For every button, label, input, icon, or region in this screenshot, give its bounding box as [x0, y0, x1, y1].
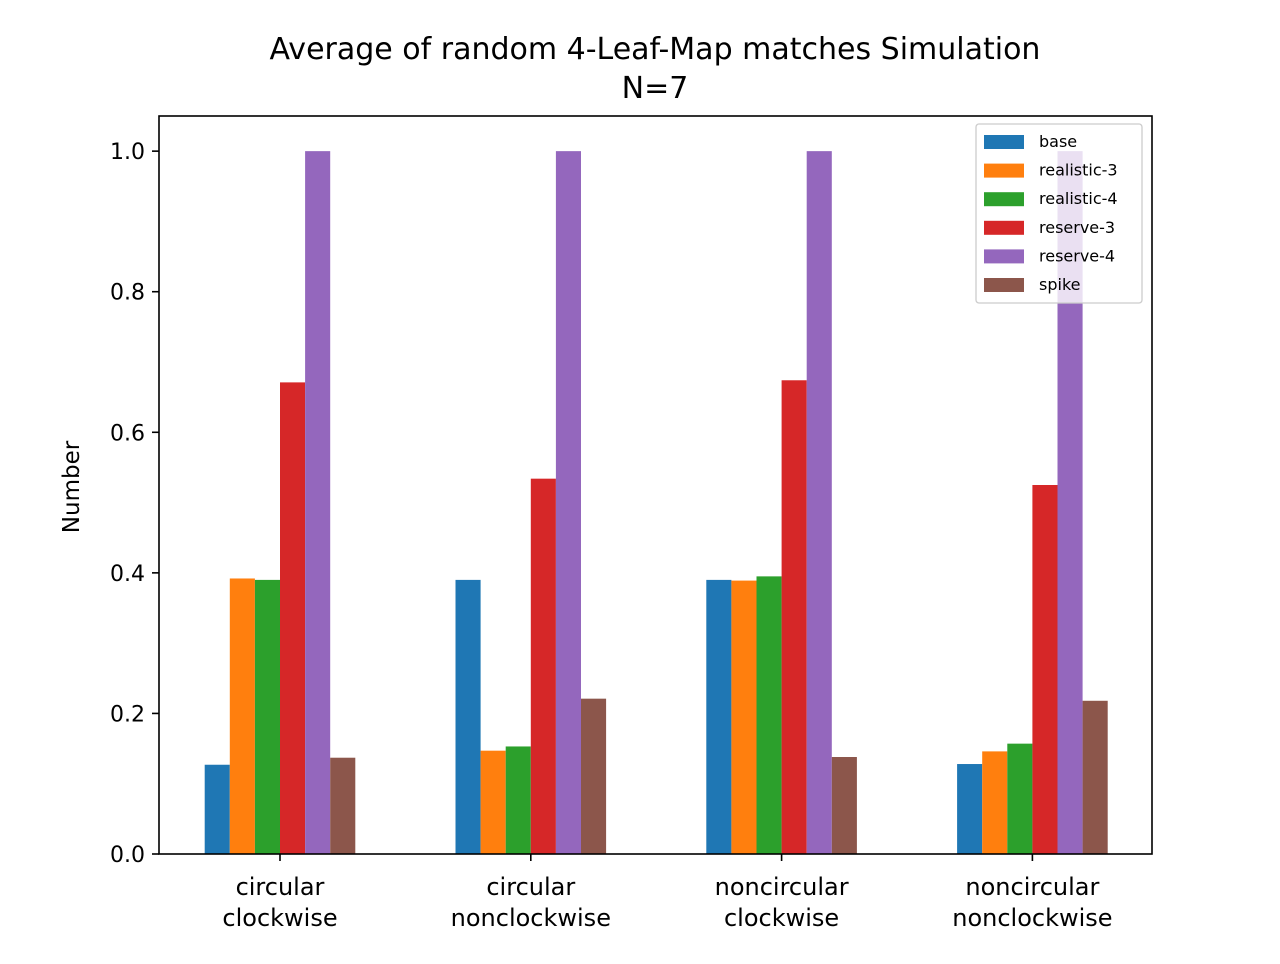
- y-tick-label: 0.8: [110, 281, 145, 306]
- x-tick-label: nonclockwise: [451, 904, 611, 932]
- legend-label-realistic-3: realistic-3: [1039, 161, 1118, 180]
- legend-label-reserve-3: reserve-3: [1039, 218, 1115, 237]
- legend-label-reserve-4: reserve-4: [1039, 246, 1115, 265]
- x-tick-label: nonclockwise: [952, 904, 1112, 932]
- x-tick-label: clockwise: [222, 904, 337, 932]
- bar-reserve-3-3: [1032, 485, 1058, 854]
- y-tick-label: 0.4: [110, 562, 145, 587]
- bar-reserve-3-0: [280, 382, 306, 854]
- y-tick-label: 0.0: [110, 843, 145, 868]
- y-tick-label: 0.2: [110, 702, 145, 727]
- plot-frame: [158, 115, 1153, 855]
- x-tick-label: noncircular: [965, 873, 1099, 901]
- legend-label-base: base: [1039, 132, 1077, 151]
- legend-label-realistic-4: realistic-4: [1039, 189, 1118, 208]
- y-tick-label: 1.0: [110, 140, 145, 165]
- bar-reserve-3-2: [781, 380, 807, 854]
- bar-realistic-3-3: [982, 751, 1008, 854]
- x-tick-label: noncircular: [715, 873, 849, 901]
- legend-swatch-base: [984, 135, 1024, 149]
- legend-swatch-reserve-3: [984, 220, 1024, 235]
- bar-spike-2: [831, 757, 857, 854]
- bar-realistic-4-3: [1007, 743, 1033, 854]
- bar-spike-3: [1082, 700, 1108, 854]
- bar-realistic-4-0: [254, 579, 280, 854]
- bar-realistic-4-1: [505, 746, 531, 854]
- bar-realistic-3-2: [731, 580, 757, 854]
- x-tick-label: clockwise: [724, 904, 839, 932]
- bar-reserve-4-1: [555, 151, 581, 854]
- y-axis-label: Number: [59, 440, 85, 533]
- x-axis: circular clockwise circular nonclockwise non…: [222, 854, 1113, 932]
- bar-base-2: [706, 579, 732, 854]
- bar-spike-0: [330, 757, 356, 854]
- legend-swatch-realistic-3: [984, 163, 1024, 178]
- bar-base-3: [957, 764, 983, 854]
- chart-title: Average of random 4-Leaf-Map matches Sim…: [270, 32, 1041, 67]
- y-tick-label: 0.6: [110, 421, 145, 446]
- bar-reserve-4-0: [305, 151, 331, 854]
- bar-realistic-3-1: [480, 750, 506, 854]
- bar-base-0: [204, 764, 230, 854]
- chart-subtitle: N=7: [622, 71, 689, 106]
- legend-swatch-realistic-4: [984, 192, 1024, 207]
- bar-reserve-4-2: [806, 151, 832, 854]
- legend-label-spike: spike: [1039, 275, 1080, 294]
- bar-realistic-3-0: [229, 578, 255, 854]
- legend: base realistic-3 realistic-4 reserve-3 reser…: [975, 123, 1143, 304]
- legend-swatch-reserve-4: [984, 249, 1024, 264]
- legend-swatch-spike: [984, 278, 1024, 292]
- x-tick-label: circular: [486, 873, 575, 901]
- bar-realistic-4-2: [756, 576, 782, 854]
- bar-spike-1: [581, 698, 607, 854]
- bar-reserve-3-1: [530, 478, 556, 854]
- y-axis: 0.0 0.2 0.4 0.6 0.8 1.0: [110, 140, 159, 868]
- x-tick-label: circular: [236, 873, 325, 901]
- bar-base-1: [455, 579, 481, 854]
